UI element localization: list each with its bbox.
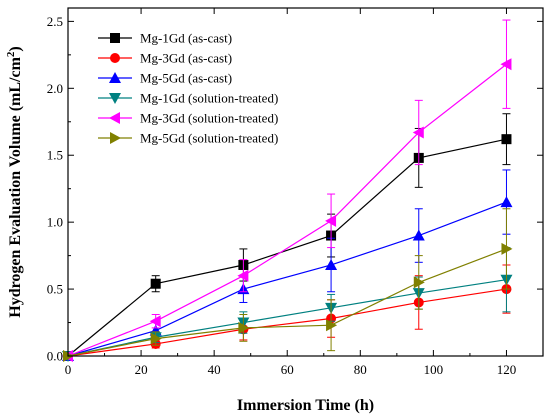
legend-item: Mg-3Gd (solution-treated): [98, 111, 278, 126]
y-tick-label: 0.5: [47, 282, 63, 297]
x-tick-label: 100: [424, 362, 444, 377]
data-point: [500, 196, 513, 208]
data-point: [150, 332, 162, 345]
data-point: [150, 278, 161, 289]
y-axis-title-tail: ): [7, 46, 24, 51]
y-axis-title-main: Hydrogen Evaluation Volume (mL/cm: [7, 56, 24, 317]
axes: 0 20 40 60 80 100 120 0.0 0.5 1.0 1.5 2.0 2.5: [47, 7, 544, 377]
legend-marker: [110, 53, 120, 63]
legend-item: Mg-5Gd (solution-treated): [98, 131, 278, 146]
y-tick-label: 1.5: [47, 148, 63, 163]
series-6: [63, 208, 513, 362]
series-line: [67, 201, 507, 357]
legend-label: Mg-5Gd (solution-treated): [140, 131, 278, 146]
series-line: [67, 138, 507, 357]
x-tick-label: 0: [65, 362, 72, 377]
y-axis-title: Hydrogen Evaluation Volume (mL/cm2): [5, 46, 24, 317]
data-point: [412, 229, 425, 241]
data-point: [238, 321, 250, 334]
data-point: [237, 269, 249, 282]
series-line: [67, 288, 507, 357]
legend-item: Mg-1Gd (as-cast): [98, 31, 232, 46]
series-2: [63, 264, 512, 361]
y-tick-label: 2.5: [47, 14, 63, 29]
data-point: [413, 276, 425, 289]
series-layer: [62, 19, 513, 362]
x-tick-label: 20: [135, 362, 148, 377]
y-tick-label: 0.0: [47, 349, 63, 364]
x-tick-label: 80: [354, 362, 367, 377]
legend-label: Mg-1Gd (solution-treated): [140, 91, 278, 106]
legend-label: Mg-5Gd (as-cast): [140, 71, 232, 86]
legend-marker: [109, 72, 121, 83]
x-tick-label: 40: [208, 362, 221, 377]
legend-label: Mg-1Gd (as-cast): [140, 31, 232, 46]
legend-label: Mg-3Gd (as-cast): [140, 51, 232, 66]
legend-marker: [110, 132, 121, 144]
series-3: [62, 169, 513, 361]
legend-item: Mg-3Gd (as-cast): [98, 51, 232, 66]
legend-marker: [110, 33, 120, 43]
data-point: [325, 214, 337, 227]
legend-marker: [109, 112, 120, 124]
data-point: [501, 242, 513, 255]
plot-frame: [67, 7, 544, 357]
data-point: [326, 319, 338, 332]
legend-label: Mg-3Gd (solution-treated): [140, 111, 278, 126]
data-point: [149, 315, 161, 328]
y-axis-title-superscript: 2: [5, 51, 17, 57]
data-point: [412, 126, 424, 139]
y-tick-label: 2.0: [47, 81, 63, 96]
series-line: [67, 279, 507, 357]
data-point: [500, 58, 512, 71]
legend-item: Mg-1Gd (solution-treated): [98, 91, 278, 106]
series-5: [62, 19, 512, 362]
x-tick-label: 120: [497, 362, 517, 377]
x-axis-title: Immersion Time (h): [237, 397, 374, 414]
legend-marker: [109, 93, 121, 104]
x-tick-label: 60: [281, 362, 294, 377]
data-point: [325, 258, 338, 270]
series-line: [67, 63, 507, 357]
series-line: [67, 248, 507, 357]
legend: Mg-1Gd (as-cast) Mg-3Gd (as-cast) Mg-5Gd (…: [98, 31, 278, 146]
y-tick-label: 1.0: [47, 215, 63, 230]
data-point: [501, 134, 512, 145]
legend-item: Mg-5Gd (as-cast): [98, 71, 232, 86]
